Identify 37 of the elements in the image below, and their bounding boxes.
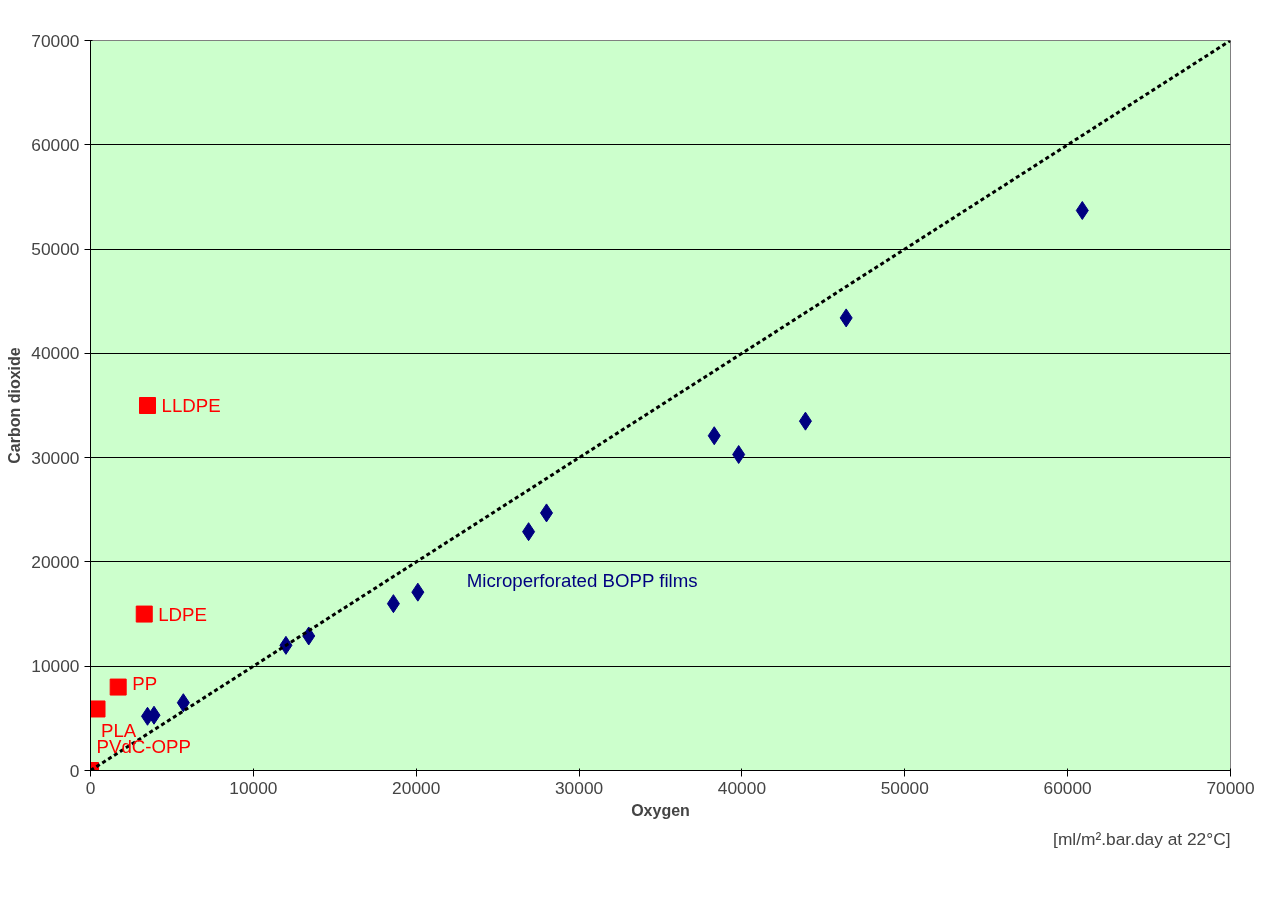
y-tick-label: 30000 [31,447,80,468]
x-tick-label: 50000 [880,777,929,798]
point [707,426,721,446]
annotation: PP [132,672,158,694]
text: [ml/m².bar.day at 22°C] [1053,828,1231,849]
x-tick-label: 20000 [392,777,441,798]
point [522,522,536,542]
y-axis-title: Carbon dioxide [6,347,24,464]
annotation: Microperforated BOPP films [466,570,698,592]
x-tick-label: 70000 [1206,777,1255,798]
annotation: LLDPE [161,395,221,416]
point [798,411,812,431]
point [839,308,853,328]
point [135,605,153,623]
point [411,582,425,602]
y-tick-label: 0 [69,760,80,781]
x-tick-label: 60000 [1043,777,1092,798]
x-tick-label: 0 [85,777,96,798]
y-tick-label: 50000 [31,239,80,260]
x-tick-label: 30000 [554,777,604,798]
x-axis-title: Oxygen [631,801,690,819]
point [139,397,156,414]
annotation: LDPE [158,603,207,625]
point [109,678,127,696]
y-tick-label: 10000 [31,656,80,677]
point [386,594,400,614]
x-tick-label: 10000 [229,777,278,798]
y-tick-label: 70000 [31,30,80,51]
point [732,445,746,465]
x-tick-label: 40000 [717,777,767,798]
y-tick-label: 40000 [31,343,80,364]
point [90,700,106,718]
point [1075,200,1089,220]
point [147,705,161,725]
y-tick-label: 20000 [31,551,80,572]
y-tick-label: 60000 [31,134,80,155]
point [176,693,190,713]
